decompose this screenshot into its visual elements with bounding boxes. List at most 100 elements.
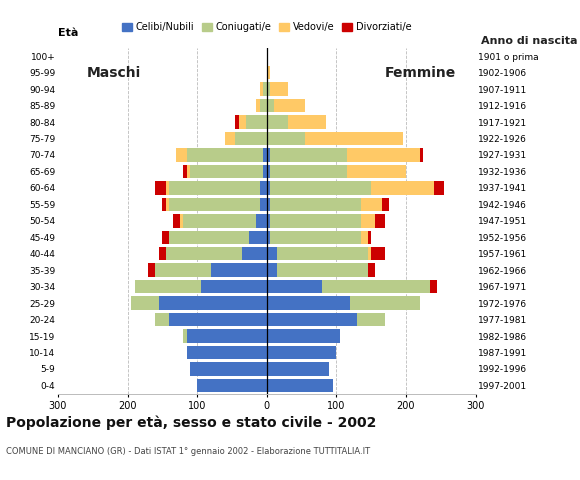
Bar — [169, 181, 260, 194]
Bar — [173, 214, 180, 228]
Bar — [263, 83, 267, 96]
Bar — [420, 148, 423, 162]
Bar — [267, 148, 270, 162]
Bar — [361, 214, 375, 228]
Bar — [267, 198, 270, 211]
Bar — [211, 264, 267, 277]
Bar — [322, 280, 430, 293]
Bar — [274, 99, 305, 112]
Bar — [371, 181, 434, 194]
Bar — [371, 247, 385, 261]
Bar — [267, 280, 322, 293]
Bar — [176, 148, 187, 162]
Bar — [382, 198, 389, 211]
Bar — [347, 165, 406, 178]
Bar — [235, 132, 267, 145]
Bar — [166, 247, 242, 261]
Bar — [169, 198, 260, 211]
Bar — [270, 198, 361, 211]
Bar — [190, 165, 263, 178]
Bar — [169, 313, 267, 326]
Bar — [267, 264, 277, 277]
Bar — [260, 198, 267, 211]
Bar — [246, 115, 267, 129]
Text: Età: Età — [58, 28, 78, 38]
Bar — [270, 230, 361, 244]
Bar — [201, 280, 267, 293]
Bar — [357, 313, 385, 326]
Bar — [159, 296, 267, 310]
Bar — [368, 264, 375, 277]
Bar — [368, 230, 371, 244]
Legend: Celibi/Nubili, Coniugati/e, Vedovi/e, Divorziati/e: Celibi/Nubili, Coniugati/e, Vedovi/e, Di… — [118, 18, 415, 36]
Bar — [242, 247, 267, 261]
Bar — [235, 115, 239, 129]
Bar — [166, 181, 169, 194]
Bar — [375, 214, 385, 228]
Bar — [267, 296, 350, 310]
Text: COMUNE DI MANCIANO (GR) - Dati ISTAT 1° gennaio 2002 - Elaborazione TUTTITALIA.I: COMUNE DI MANCIANO (GR) - Dati ISTAT 1° … — [6, 447, 370, 456]
Bar — [267, 362, 329, 376]
Bar — [225, 132, 235, 145]
Text: Popolazione per età, sesso e stato civile - 2002: Popolazione per età, sesso e stato civil… — [6, 415, 376, 430]
Bar — [267, 115, 288, 129]
Bar — [267, 83, 270, 96]
Bar — [347, 148, 420, 162]
Bar — [135, 280, 201, 293]
Bar — [187, 148, 263, 162]
Bar — [267, 379, 333, 392]
Bar — [239, 115, 246, 129]
Bar — [277, 247, 368, 261]
Bar — [131, 296, 159, 310]
Text: Anno di nascita: Anno di nascita — [481, 36, 577, 46]
Bar — [267, 230, 270, 244]
Bar — [180, 214, 183, 228]
Bar — [270, 165, 347, 178]
Bar — [260, 99, 267, 112]
Bar — [350, 296, 420, 310]
Bar — [288, 115, 326, 129]
Bar — [305, 132, 403, 145]
Bar — [249, 230, 267, 244]
Bar — [183, 214, 256, 228]
Bar — [270, 181, 371, 194]
Bar — [256, 99, 260, 112]
Bar — [155, 181, 166, 194]
Bar — [148, 264, 155, 277]
Bar — [361, 198, 382, 211]
Bar — [267, 181, 270, 194]
Bar — [267, 66, 270, 79]
Bar — [267, 99, 274, 112]
Bar — [190, 362, 267, 376]
Bar — [162, 198, 166, 211]
Bar — [260, 181, 267, 194]
Bar — [263, 165, 267, 178]
Bar — [270, 214, 361, 228]
Bar — [267, 329, 340, 343]
Bar — [183, 165, 187, 178]
Bar — [361, 230, 368, 244]
Bar — [368, 247, 371, 261]
Bar — [267, 247, 277, 261]
Bar — [267, 165, 270, 178]
Bar — [270, 83, 288, 96]
Bar — [155, 313, 169, 326]
Bar — [430, 280, 437, 293]
Bar — [434, 181, 444, 194]
Bar — [155, 264, 211, 277]
Text: Maschi: Maschi — [86, 66, 141, 80]
Bar — [267, 313, 357, 326]
Bar — [267, 214, 270, 228]
Bar — [187, 329, 267, 343]
Bar — [166, 198, 169, 211]
Bar — [270, 148, 347, 162]
Bar — [187, 346, 267, 359]
Bar — [197, 379, 267, 392]
Bar — [260, 83, 263, 96]
Bar — [267, 132, 305, 145]
Bar — [263, 148, 267, 162]
Bar — [277, 264, 368, 277]
Bar — [183, 329, 187, 343]
Bar — [169, 230, 249, 244]
Bar — [162, 230, 169, 244]
